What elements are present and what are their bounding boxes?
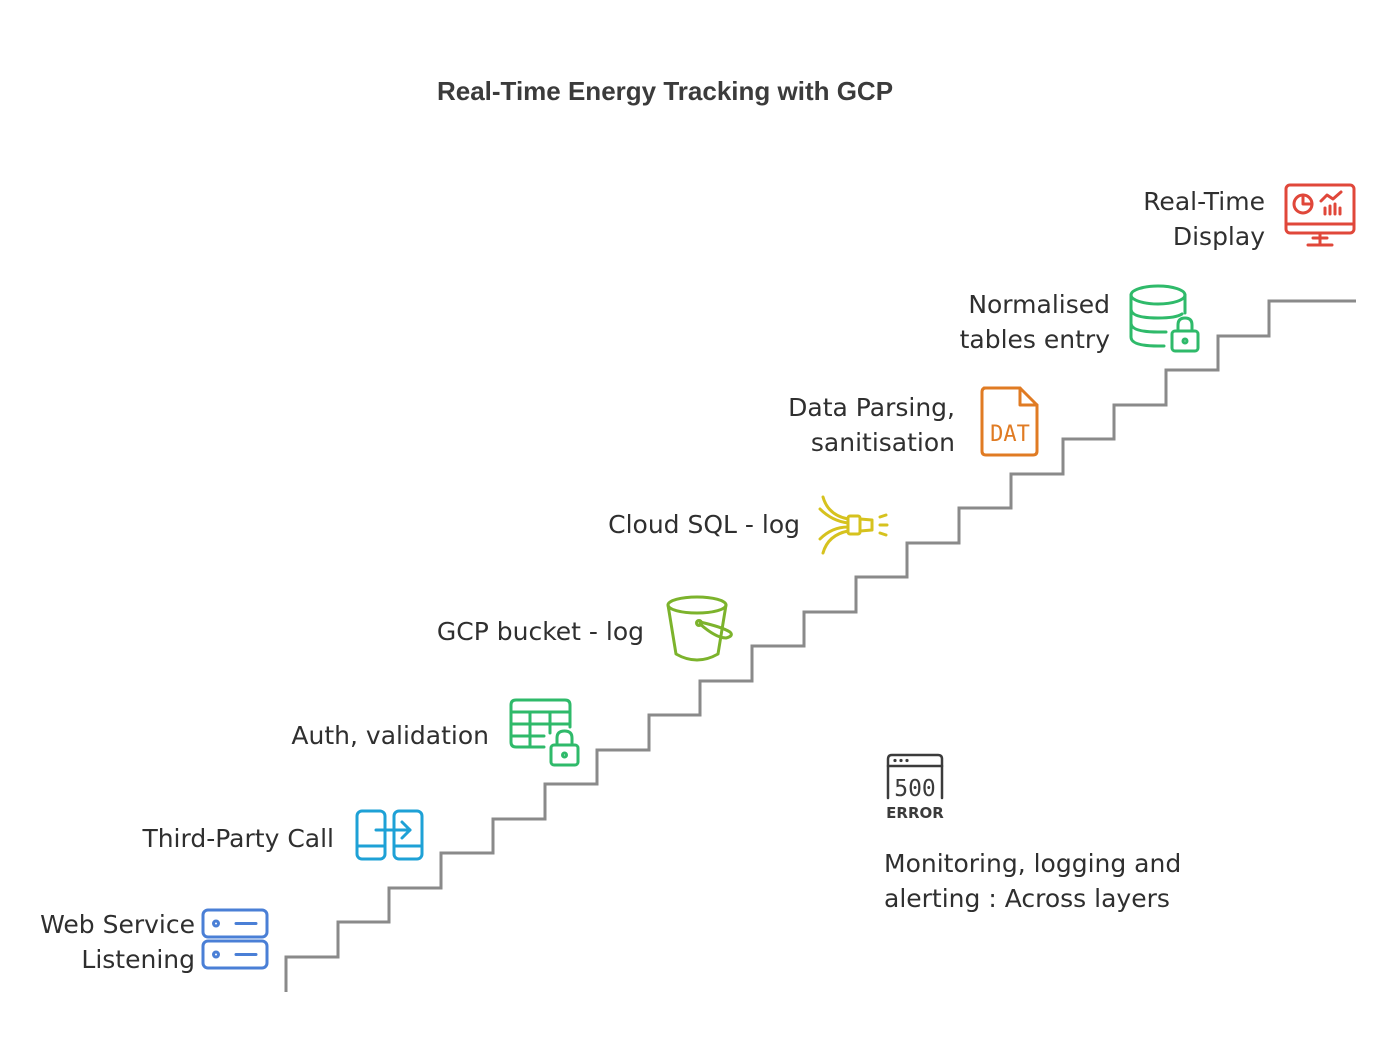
- step-label-web-service: Web Service Listening: [40, 907, 195, 977]
- error-word-text: ERROR: [886, 804, 944, 822]
- secure-table-icon: [509, 698, 580, 767]
- step-label-line: Normalised: [968, 290, 1110, 319]
- bucket-icon: [666, 595, 733, 662]
- step-label-line: Web Service: [40, 910, 195, 939]
- step-label-third-party-call: Third-Party Call: [142, 821, 334, 856]
- step-label-line: Cloud SQL - log: [608, 510, 800, 539]
- monitoring-note-line: alerting : Across layers: [884, 884, 1170, 913]
- diagram-title: Real-Time Energy Tracking with GCP: [436, 76, 894, 106]
- step-label-data-parsing: Data Parsing, sanitisation: [788, 390, 955, 460]
- monitoring-note: Monitoring, logging and alerting : Acros…: [884, 846, 1181, 916]
- error-500-icon: 500 ERROR: [886, 753, 944, 822]
- dat-file-icon-text: DAT: [990, 422, 1030, 447]
- step-label-line: GCP bucket - log: [436, 617, 644, 646]
- monitor-dashboard-icon: [1284, 183, 1356, 247]
- step-label-line: Auth, validation: [291, 721, 489, 750]
- step-label-line: Real-Time: [1143, 187, 1265, 216]
- dat-file-icon: DAT: [980, 386, 1039, 457]
- monitoring-note-line: Monitoring, logging and: [884, 849, 1182, 878]
- step-label-line: Data Parsing,: [788, 393, 955, 422]
- step-label-line: Display: [1172, 222, 1265, 251]
- step-label-auth-validation: Auth, validation: [291, 718, 489, 753]
- database-lock-icon: [1129, 284, 1200, 353]
- api-call-icon: [355, 809, 424, 861]
- step-label-line: Third-Party Call: [142, 824, 334, 853]
- step-label-normalised-tables: Normalised tables entry: [960, 287, 1110, 357]
- step-label-gcp-bucket: GCP bucket - log: [437, 614, 644, 649]
- step-label-line: tables entry: [959, 325, 1110, 354]
- step-label-real-time-display: Real-Time Display: [1143, 184, 1265, 254]
- step-label-cloud-sql: Cloud SQL - log: [608, 507, 800, 542]
- server-icon: [201, 908, 269, 970]
- step-label-line: Listening: [81, 945, 195, 974]
- connector-icon: [818, 495, 889, 555]
- error-code-text: 500: [894, 776, 936, 802]
- step-label-line: sanitisation: [810, 428, 955, 457]
